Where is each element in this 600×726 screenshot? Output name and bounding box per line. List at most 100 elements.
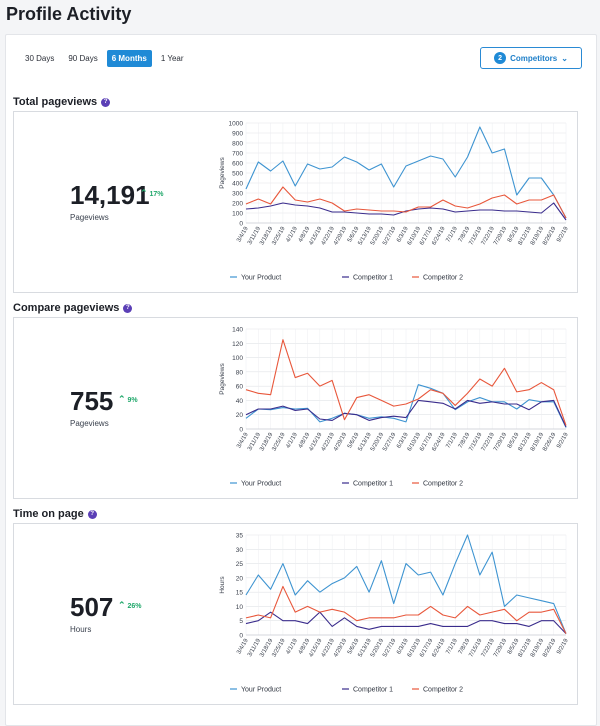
line-chart: 0204060801001201403/4/193/11/193/18/193/… [219, 327, 570, 488]
x-tick-label: 4/29/19 [333, 225, 349, 246]
x-tick-label: 3/25/19 [271, 225, 287, 246]
x-tick-label: 6/24/19 [431, 225, 447, 246]
y-tick-label: 200 [232, 201, 243, 208]
metric-value: 755 [70, 386, 114, 416]
y-tick-label: 100 [232, 355, 243, 362]
x-tick-label: 7/29/19 [493, 431, 509, 452]
y-tick-label: 900 [232, 131, 243, 138]
y-tick-label: 1000 [229, 121, 244, 128]
y-tick-label: 10 [236, 604, 244, 611]
x-tick-label: 6/24/19 [431, 637, 447, 658]
legend-label: Competitor 2 [423, 275, 463, 282]
y-tick-label: 600 [232, 161, 243, 168]
series-line-competitor-2 [245, 585, 567, 634]
y-tick-label: 800 [232, 141, 243, 148]
y-tick-label: 20 [236, 412, 244, 419]
help-icon[interactable]: ? [123, 303, 133, 313]
help-icon[interactable]: ? [87, 509, 97, 519]
x-tick-label: 6/24/19 [431, 431, 447, 452]
legend-label: Competitor 1 [353, 275, 393, 282]
y-axis-label: Hours [219, 576, 226, 594]
arrow-up-icon: ⌃ [118, 394, 126, 404]
competitors-count-badge: 2 [494, 52, 507, 64]
card-compare-pageviews: 755 ⌃ 9% Pageviews 0 20 40 60 80 100 120 140 3/4… [13, 317, 578, 499]
x-tick-label: 4/29/19 [333, 637, 349, 658]
x-tick-label: 7/29/19 [493, 225, 509, 246]
y-tick-label: 80 [236, 369, 244, 376]
line-chart: 010020030040050060070080090010003/4/193/… [219, 121, 570, 282]
series-line-competitor-1 [245, 399, 567, 428]
y-tick-label: 700 [232, 151, 243, 158]
tab-90-days[interactable]: 90 Days [68, 54, 98, 63]
series-line-competitor-2 [245, 339, 567, 426]
chevron-down-icon: ⌄ [561, 53, 568, 63]
help-icon[interactable]: ? [101, 97, 111, 107]
x-tick-label: 8/26/19 [542, 225, 558, 246]
page-title: Profile Activity [6, 4, 132, 24]
series-line-competitor-2 [245, 186, 567, 219]
x-tick-label: 9/2/19 [556, 431, 570, 449]
series-line-competitor-1 [245, 202, 567, 221]
trend-indicator: ⌃ 9% [118, 394, 138, 405]
y-tick-label: 300 [232, 191, 243, 198]
legend-label: Competitor 1 [353, 687, 393, 694]
tab-6-months[interactable]: 6 Months [106, 50, 152, 67]
legend-label: Your Product [241, 481, 281, 488]
y-tick-label: 400 [232, 181, 243, 188]
legend-label: Your Product [241, 275, 281, 282]
arrow-up-icon: ⌃ [140, 188, 148, 198]
y-tick-label: 120 [232, 341, 243, 348]
y-tick-label: 40 [236, 398, 244, 405]
card-time-on-page: 507 ⌃ 26% Hours 0 5 10 15 20 25 30 35 3/4/19 3/11… [13, 523, 578, 705]
y-tick-label: 0 [239, 633, 243, 640]
y-tick-label: 15 [236, 590, 244, 597]
trend-indicator: ⌃ 17% [140, 188, 164, 199]
metric-label: Pageviews [70, 213, 109, 222]
x-tick-label: 8/26/19 [542, 431, 558, 452]
legend-label: Competitor 2 [423, 687, 463, 694]
metric-label: Hours [70, 625, 92, 634]
x-tick-label: 9/2/19 [556, 225, 570, 243]
trend-value: 26% [127, 603, 142, 610]
y-tick-label: 30 [236, 547, 244, 554]
x-tick-label: 5/27/19 [382, 225, 398, 246]
x-tick-label: 3/25/19 [271, 431, 287, 452]
y-tick-label: 140 [232, 327, 243, 334]
legend-label: Your Product [241, 687, 281, 694]
x-tick-label: 5/27/19 [382, 637, 398, 658]
arrow-up-icon: ⌃ [118, 600, 126, 610]
section-title-text: Total pageviews [13, 96, 98, 108]
competitors-label: Competitors [510, 53, 558, 63]
metric-value: 507 [70, 592, 114, 622]
y-tick-label: 60 [236, 384, 244, 391]
y-tick-label: 0 [239, 427, 243, 434]
x-tick-label: 7/29/19 [493, 637, 509, 658]
x-tick-label: 4/29/19 [333, 431, 349, 452]
trend-value: 17% [149, 191, 164, 198]
series-line-your-product [245, 126, 567, 219]
trend-indicator: ⌃ 26% [118, 600, 142, 611]
trend-value: 9% [127, 397, 138, 404]
competitors-dropdown[interactable]: 2 Competitors ⌄ [480, 47, 582, 69]
section-title-compare-pageviews: Compare pageviews ? [13, 302, 133, 314]
y-tick-label: 25 [236, 561, 244, 568]
y-tick-label: 20 [236, 575, 244, 582]
y-tick-label: 500 [232, 171, 243, 178]
section-title-text: Compare pageviews [13, 302, 120, 314]
legend-label: Competitor 2 [423, 481, 463, 488]
section-title-time-on-page: Time on page ? [13, 508, 97, 520]
tab-1-year[interactable]: 1 Year [160, 54, 184, 63]
date-range-tabs: 30 Days 90 Days 6 Months 1 Year [20, 50, 189, 67]
legend-label: Competitor 1 [353, 481, 393, 488]
y-tick-label: 5 [239, 618, 243, 625]
x-tick-label: 8/26/19 [542, 637, 558, 658]
line-chart: 051015202530353/4/193/11/193/18/193/25/1… [219, 533, 570, 694]
series-line-your-product [245, 534, 567, 634]
series-line-competitor-1 [245, 611, 567, 634]
series-line-your-product [245, 384, 567, 428]
y-tick-label: 35 [236, 533, 244, 540]
section-title-text: Time on page [13, 508, 84, 520]
tab-30-days[interactable]: 30 Days [25, 54, 55, 63]
y-axis-label: Pageviews [219, 157, 226, 189]
y-axis-label: Pageviews [219, 363, 226, 395]
